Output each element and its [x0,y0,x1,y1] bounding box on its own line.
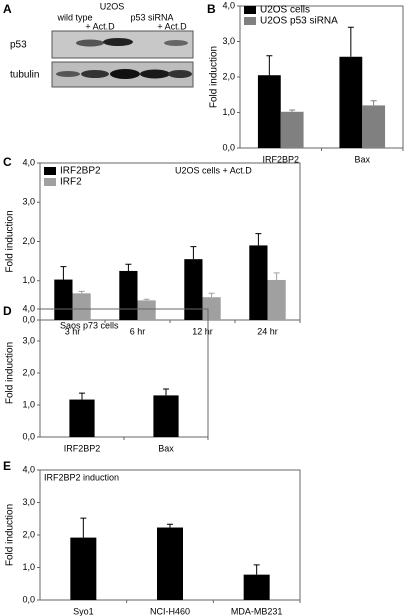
y-tick-label: 1,0 [22,399,35,409]
y-tick-label: 4,0 [22,464,35,474]
panel-letter: D [3,304,12,318]
error-bar [289,109,296,112]
bar [249,245,268,320]
y-axis-label: Fold induction [5,504,16,566]
bar [184,259,203,320]
x-tick-label: Bax [354,154,370,164]
error-bar [266,55,273,76]
legend-label: IRF2BP2 [60,166,101,177]
y-tick-label: 2,0 [22,236,35,246]
error-bar [190,246,197,260]
error-bar [253,564,260,575]
y-tick-label: 0,0 [22,594,35,604]
y-tick-label: 4,0 [22,303,35,313]
panel-letter: B [207,2,216,16]
x-tick-label: MDA-MB231 [231,606,283,616]
bar [69,399,95,437]
bar [153,395,179,437]
lane-label: p53 siRNA [130,12,173,22]
y-tick-label: 3,0 [22,497,35,507]
x-tick-label: Bax [158,443,174,453]
y-axis-label: Fold induction [209,46,220,108]
y-tick-label: 3,0 [22,197,35,207]
row-label: tubulin [10,70,39,81]
lane-label: + Act.D [85,21,115,31]
y-tick-label: 0,0 [22,314,35,324]
bar [54,279,73,320]
bar [157,527,183,600]
bar [362,105,386,148]
y-axis-label: Fold induction [5,342,16,404]
x-tick-label: 3 hr [65,326,81,336]
error-bar [347,26,354,57]
error-bar [60,266,67,280]
lane-label: wild type [56,12,92,22]
y-tick-label: 1,0 [222,107,235,117]
legend-swatch [44,167,56,175]
error-bar [125,263,132,271]
error-bar [167,523,173,528]
bar [257,75,281,148]
x-tick-label: 24 hr [257,326,278,336]
y-tick-label: 2,0 [22,367,35,377]
chart-title: U2OS cells + Act.D [175,165,252,175]
x-tick-label: IRF2BP2 [64,443,101,453]
row-label: p53 [10,40,27,51]
error-bar [143,298,150,301]
bar [280,111,304,148]
error-bar [370,100,377,106]
y-tick-label: 0,0 [222,142,235,152]
error-bar [208,292,215,298]
y-tick-label: 1,0 [22,275,35,285]
error-bar [78,290,85,294]
y-axis-label: Fold induction [5,210,16,272]
bar [243,574,270,600]
x-tick-label: IRF2BP2 [262,154,299,164]
blot-image [51,30,194,88]
cell-line: U2OS [100,1,125,11]
bar [339,56,363,148]
error-bar [273,272,280,280]
y-tick-label: 4,0 [222,0,235,10]
y-tick-label: 2,0 [222,71,235,81]
bar [202,297,221,320]
x-tick-label: NCI-H460 [150,606,190,616]
error-bar [79,392,85,400]
chart-title: IRF2BP2 induction [44,472,119,482]
panel-letter: C [3,155,12,169]
y-tick-label: 1,0 [22,562,35,572]
legend-label: IRF2 [60,177,82,188]
error-bar [80,517,87,538]
x-tick-label: 6 hr [130,326,146,336]
legend-swatch [244,17,256,25]
lane-label: + Act.D [157,21,187,31]
chart-title: Saos p73 cells [60,320,119,330]
y-tick-label: 0,0 [22,431,35,441]
y-tick-label: 2,0 [22,529,35,539]
bar [137,300,156,320]
panel-letter: E [3,459,11,473]
y-tick-label: 3,0 [22,335,35,345]
legend-swatch [244,6,256,14]
legend-label: U2OS p53 siRNA [260,16,338,27]
legend-swatch [44,178,56,186]
error-bar [255,233,262,246]
legend-label: U2OS cells [260,5,310,16]
y-tick-label: 4,0 [22,157,35,167]
bar [70,537,97,600]
panel-letter: A [3,2,12,16]
bar [267,279,286,320]
y-tick-label: 3,0 [222,36,235,46]
error-bar [163,388,169,396]
x-tick-label: 12 hr [192,326,213,336]
bar [72,293,91,320]
x-tick-label: Syo1 [73,606,94,616]
bar [119,270,138,320]
